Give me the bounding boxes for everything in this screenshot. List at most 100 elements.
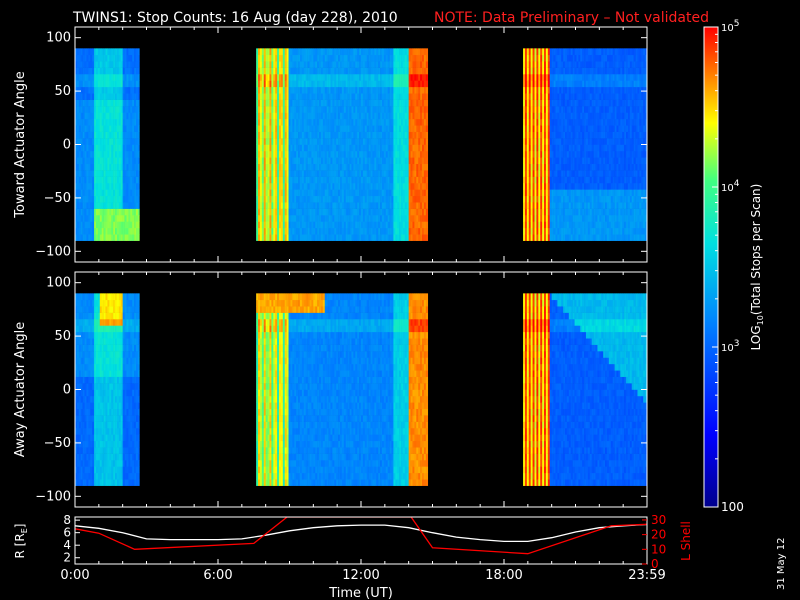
- heatmap-cell: [414, 86, 417, 94]
- heatmap-cell: [395, 202, 398, 209]
- heatmap-cell: [381, 215, 385, 222]
- heatmap-cell: [353, 195, 356, 203]
- heatmap-cell: [340, 144, 343, 152]
- heatmap-cell: [75, 144, 78, 152]
- heatmap-cell: [591, 144, 594, 152]
- heatmap-cell: [553, 234, 556, 241]
- heatmap-cell: [80, 67, 83, 75]
- heatmap-cell: [80, 202, 83, 209]
- heatmap-cell: [292, 215, 295, 222]
- heatmap-cell: [115, 227, 118, 235]
- heatmap-cell: [366, 189, 369, 197]
- heatmap-cell: [526, 189, 530, 197]
- heatmap-cell: [258, 234, 261, 241]
- heatmap-cell: [568, 80, 572, 88]
- heatmap-cell: [544, 99, 547, 107]
- heatmap-cell: [553, 86, 556, 94]
- heatmap-cell: [557, 80, 560, 88]
- heatmap-cell: [267, 221, 270, 229]
- heatmap-cell: [374, 125, 377, 132]
- heatmap-cell: [347, 215, 350, 222]
- heatmap-cell: [320, 138, 324, 145]
- heatmap-cell: [372, 67, 375, 75]
- heatmap-cell: [332, 170, 335, 177]
- heatmap-cell: [523, 157, 526, 165]
- heatmap-cell: [353, 215, 356, 222]
- heatmap-cell: [84, 80, 87, 88]
- heatmap-cell: [124, 170, 127, 177]
- heatmap-cell: [124, 80, 127, 88]
- heatmap-cell: [124, 234, 127, 241]
- heatmap-cell: [103, 176, 106, 184]
- heatmap-cell: [330, 182, 333, 190]
- heatmap-cell: [359, 182, 362, 190]
- heatmap-cell: [368, 195, 371, 203]
- heatmap-cell: [258, 67, 261, 75]
- heatmap-cell: [536, 86, 539, 94]
- heatmap-cell: [317, 170, 320, 177]
- heatmap-cell: [109, 93, 112, 100]
- heatmap-cell: [576, 208, 579, 216]
- heatmap-cell: [372, 61, 375, 68]
- heatmap-cell: [328, 182, 331, 190]
- heatmap-cell: [534, 163, 537, 171]
- heatmap-cell: [385, 195, 388, 203]
- heatmap-cell: [585, 74, 589, 81]
- heatmap-cell: [332, 112, 335, 120]
- heatmap-cell: [362, 144, 366, 152]
- heatmap-cell: [559, 195, 562, 203]
- heatmap-cell: [134, 144, 137, 152]
- heatmap-cell: [565, 182, 568, 190]
- heatmap-cell: [126, 170, 129, 177]
- heatmap-cell: [305, 176, 308, 184]
- heatmap-cell: [307, 112, 310, 120]
- heatmap-cell: [534, 182, 537, 190]
- heatmap-cell: [559, 138, 562, 145]
- heatmap-cell: [280, 215, 284, 222]
- heatmap-cell: [330, 144, 333, 152]
- heatmap-cell: [410, 208, 413, 216]
- heatmap-cell: [263, 54, 266, 62]
- heatmap-cell: [553, 202, 556, 209]
- heatmap-cell: [301, 74, 305, 81]
- heatmap-cell: [311, 227, 314, 235]
- heatmap-cell: [568, 150, 572, 158]
- heatmap-cell: [593, 74, 596, 81]
- heatmap-cell: [132, 138, 135, 145]
- heatmap-cell: [418, 227, 421, 235]
- heatmap-cell: [332, 150, 335, 158]
- heatmap-cell: [593, 208, 596, 216]
- heatmap-cell: [279, 54, 282, 62]
- heatmap-cell: [568, 195, 572, 203]
- heatmap-cell: [368, 202, 371, 209]
- heatmap-cell: [402, 125, 406, 132]
- heatmap-cell: [134, 48, 137, 56]
- heatmap-cell: [410, 54, 413, 62]
- heatmap-cell: [340, 80, 343, 88]
- heatmap-cell: [422, 150, 425, 158]
- heatmap-cell: [528, 48, 531, 56]
- heatmap-cell: [585, 157, 589, 165]
- heatmap-cell: [282, 202, 286, 209]
- heatmap-cell: [372, 74, 375, 81]
- heatmap-cell: [328, 112, 331, 120]
- heatmap-cell: [109, 48, 112, 56]
- heatmap-cell: [599, 86, 602, 94]
- heatmap-cell: [351, 157, 354, 165]
- heatmap-cell: [136, 195, 139, 203]
- heatmap-cell: [366, 163, 369, 171]
- heatmap-cell: [336, 182, 339, 190]
- heatmap-cell: [383, 150, 387, 158]
- heatmap-cell: [364, 118, 368, 126]
- heatmap-cell: [294, 138, 297, 145]
- heatmap-cell: [368, 125, 371, 132]
- heatmap-cell: [416, 86, 419, 94]
- heatmap-cell: [130, 157, 133, 165]
- heatmap-cell: [88, 189, 91, 197]
- heatmap-cell: [124, 215, 127, 222]
- heatmap-cell: [559, 118, 562, 126]
- heatmap-cell: [374, 215, 377, 222]
- heatmap-cell: [351, 163, 354, 171]
- heatmap-cell: [568, 86, 572, 94]
- heatmap-cell: [134, 138, 137, 145]
